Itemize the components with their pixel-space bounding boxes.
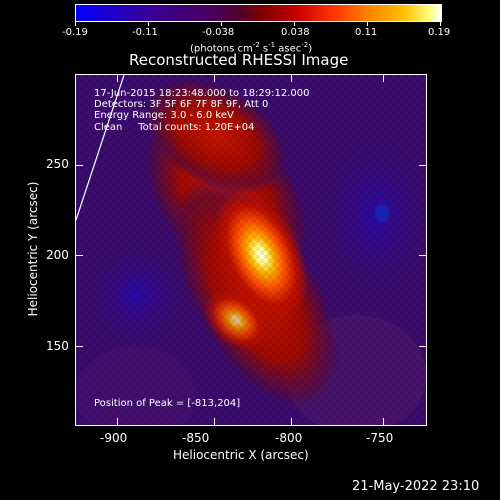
info-energy-range: Energy Range: 3.0 - 6.0 keV bbox=[94, 110, 234, 121]
plot-title: Reconstructed RHESSI Image bbox=[129, 51, 349, 69]
y-tick-label: 200 bbox=[46, 248, 69, 262]
colorbar-unit: (photons cm-2 s-1 asec-2) bbox=[190, 41, 313, 55]
colorbar bbox=[75, 4, 442, 22]
y-axis-label: Heliocentric Y (arcsec) bbox=[26, 181, 40, 317]
x-tick-label: -850 bbox=[182, 431, 210, 445]
colorbar-tick-label: -0.19 bbox=[62, 27, 88, 38]
info-detectors: Detectors: 3F 5F 6F 7F 8F 9F, Att 0 bbox=[94, 99, 269, 110]
rhessi-image-svg bbox=[76, 75, 426, 425]
x-tick-label: -800 bbox=[275, 431, 303, 445]
timestamp: 21-May-2022 23:10 bbox=[352, 479, 480, 494]
info-time-range: 17-Jun-2015 18:23:48.000 to 18:29:12.000 bbox=[94, 88, 310, 99]
colorbar-tick-label: 0.038 bbox=[281, 27, 310, 38]
colorbar-tick-label: -0.038 bbox=[202, 27, 235, 38]
colorbar-tick-label: 0.19 bbox=[428, 27, 451, 38]
rhessi-image bbox=[75, 74, 427, 426]
x-axis-label: Heliocentric X (arcsec) bbox=[173, 448, 309, 462]
info-peak-position: Position of Peak = [-813,204] bbox=[94, 398, 241, 409]
colorbar-ticks bbox=[75, 21, 442, 27]
colorbar-tick-label: -0.11 bbox=[132, 27, 158, 38]
y-tick-label: 250 bbox=[46, 157, 69, 171]
y-axis-ticks bbox=[75, 74, 427, 426]
x-tick-label: -750 bbox=[366, 431, 394, 445]
x-tick-label: -900 bbox=[100, 431, 128, 445]
info-clean-counts: Clean Total counts: 1.20E+04 bbox=[94, 122, 255, 133]
y-tick-label: 150 bbox=[46, 339, 69, 353]
colorbar-tick-label: 0.11 bbox=[355, 27, 378, 38]
